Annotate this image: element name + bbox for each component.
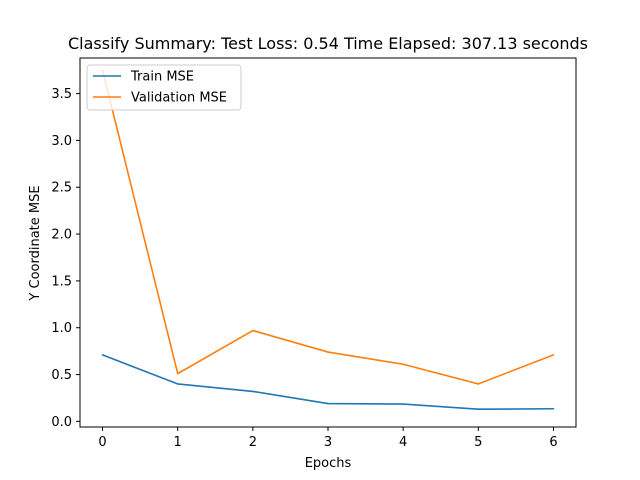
x-tick-label: 0 — [98, 435, 106, 450]
y-tick-label: 3.0 — [51, 134, 72, 149]
plot-frame — [79, 57, 577, 428]
y-axis-label: Y Coordinate MSE — [28, 185, 43, 301]
data-point — [327, 351, 329, 353]
x-axis-label: Epochs — [305, 456, 352, 471]
data-point — [176, 372, 179, 375]
data-point — [552, 407, 555, 410]
legend-box — [86, 64, 242, 111]
x-tick-label: 5 — [474, 435, 482, 450]
y-tick-label: 3.5 — [51, 87, 72, 102]
x-tick-label: 2 — [249, 435, 257, 450]
data-point — [252, 390, 254, 393]
data-point — [252, 329, 254, 332]
data-point — [327, 402, 329, 405]
legend: Train MSE Validation MSE — [86, 64, 242, 111]
series-line-validation-mse — [101, 69, 554, 385]
series-line-train-mse — [102, 354, 554, 411]
data-point — [101, 354, 104, 356]
y-tick-label: 0.0 — [51, 415, 72, 430]
series-group — [101, 69, 555, 411]
chart-title: Classify Summary: Test Loss: 0.54 Time E… — [68, 34, 588, 53]
y-tick-label: 0.5 — [51, 368, 72, 383]
legend-label: Train MSE — [130, 70, 194, 85]
x-tick-label: 3 — [324, 435, 332, 450]
ticks: 0 1 2 3 4 5 6 0.0 0.5 1.0 1.5 2.0 2.5 3.0 3.5 — [51, 87, 557, 450]
y-tick-label: 2.0 — [51, 228, 72, 243]
data-point — [176, 383, 179, 385]
x-tick-label: 1 — [174, 435, 182, 450]
data-point — [477, 408, 480, 411]
legend-label: Validation MSE — [131, 91, 227, 106]
x-tick-label: 4 — [399, 435, 407, 450]
data-point — [477, 383, 480, 385]
data-point — [402, 403, 404, 405]
x-tick-label: 6 — [549, 435, 557, 450]
y-tick-label: 1.5 — [51, 274, 72, 289]
y-tick-label: 2.5 — [51, 181, 72, 196]
data-point — [402, 363, 404, 366]
data-point — [552, 354, 555, 356]
y-tick-label: 1.0 — [51, 321, 72, 336]
